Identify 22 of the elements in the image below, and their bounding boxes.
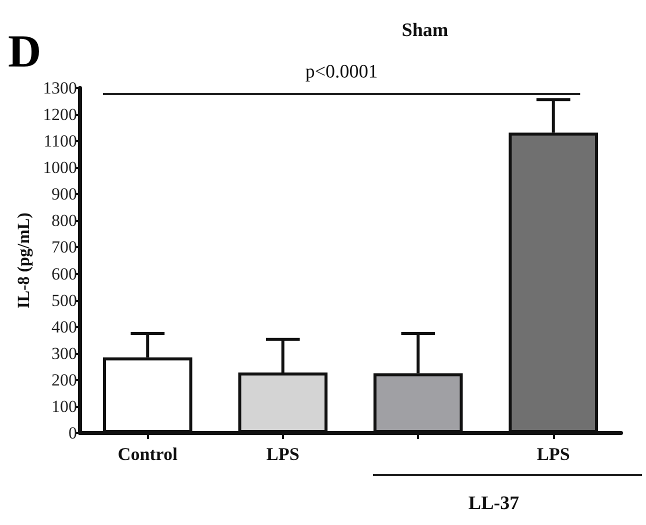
y-tick-label: 0 [68,424,77,442]
y-tick-label: 1100 [44,132,77,151]
text: D [8,26,42,76]
y-tick-label: 700 [52,238,77,257]
y-tick-label: 200 [52,370,77,390]
y-tick-label: 1000 [43,158,77,178]
y-tick-label: 1200 [43,105,77,124]
y-tick-label: 900 [52,184,77,204]
y-tick-label: 500 [52,290,77,310]
y-tick-label: 600 [52,264,77,284]
x-tick-label: LPS [266,444,300,464]
y-tick-label: 300 [52,344,77,363]
ref-line-label: p<0.0001 [305,61,378,82]
y-axis-title: IL-8 (pg/mL) [14,212,34,308]
y-tick-label: 1300 [43,78,77,98]
y-tick-label: 400 [52,317,77,336]
y-tick-label: 800 [52,211,77,230]
x-tick-label: Control [118,444,178,464]
chart-title: Sham [402,20,448,41]
x-tick-label: LPS [536,444,570,464]
y-tick-label: 100 [52,396,77,416]
text: LL-37 [468,493,520,514]
